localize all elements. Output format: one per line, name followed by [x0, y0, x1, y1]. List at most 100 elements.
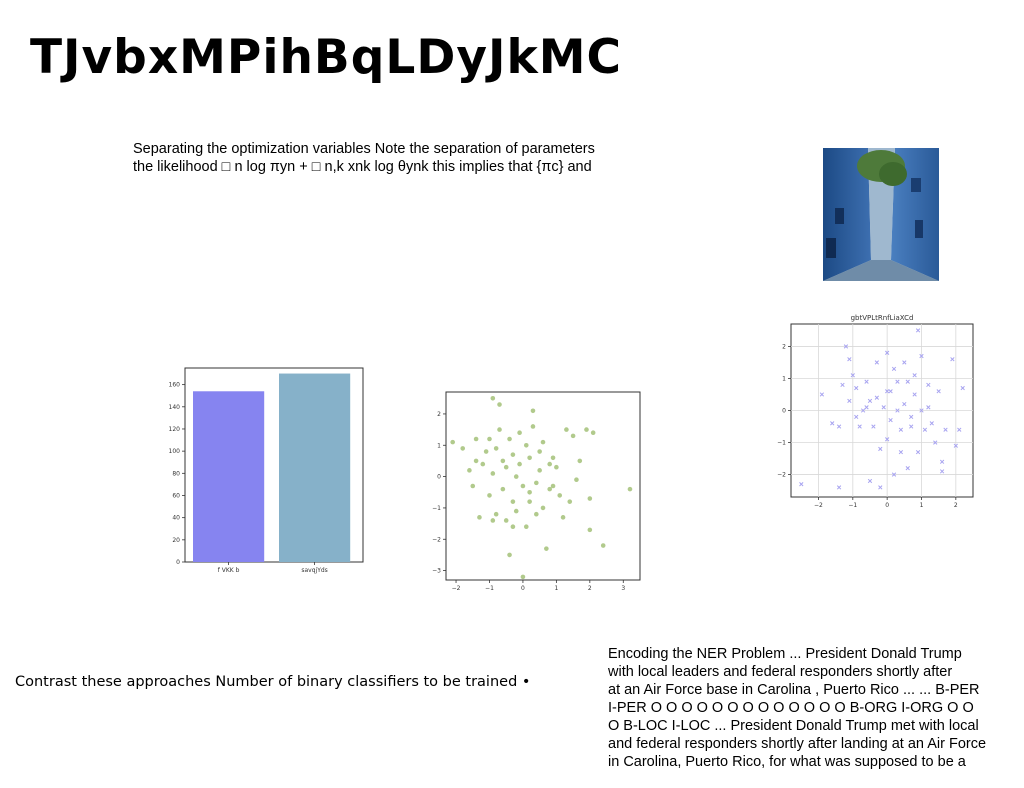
scatter-green-point: [527, 489, 532, 495]
scatter-purple-point: [878, 446, 883, 452]
scatter-chart-purple: gbtVPLtRnfLiaXCd −2 −1 0 1 2 −2 −1 0 1 2: [777, 314, 974, 509]
scatter-purple-point: [850, 373, 855, 378]
scatter-purple-point: [836, 485, 842, 490]
scatter-green-y-tick-label: −3: [432, 568, 441, 575]
scatter-purple-point: [874, 360, 880, 365]
top-paragraph: Separating the optimization variables No…: [133, 140, 653, 176]
scatter-purple-point: [902, 360, 907, 365]
scatter-purple-y-tick-label: −1: [777, 440, 786, 447]
bar-y-tick-label: 160: [169, 382, 181, 389]
scatter-green-point: [507, 552, 512, 558]
scatter-purple-y-tick-label: 0: [782, 408, 786, 415]
scatter-purple-point: [895, 379, 900, 384]
scatter-green-point: [460, 446, 466, 451]
scatter-purple-point: [926, 382, 931, 388]
scatter-purple-point: [922, 427, 928, 432]
ner-paragraph-line: with local leaders and federal responder…: [608, 664, 953, 680]
scatter-purple-point: [909, 424, 914, 429]
bar-y-tick-label: 140: [169, 404, 181, 411]
bar-y-tick-label: 0: [176, 559, 180, 566]
scatter-green-point: [534, 511, 539, 517]
scatter-purple-point: [864, 379, 869, 384]
bar-y-tick-label: 100: [169, 448, 181, 455]
scatter-green-point: [470, 483, 476, 489]
scatter-green-point: [497, 402, 502, 407]
bar-y-tick-label: 20: [172, 537, 180, 544]
scatter-green-point: [500, 486, 506, 492]
bar-y-tick-label: 120: [169, 426, 181, 433]
scatter-green-point: [490, 471, 496, 476]
scatter-green-point: [537, 468, 542, 473]
scatter-green-point: [513, 508, 519, 514]
scatter-purple-point: [884, 389, 890, 394]
scatter-green-y-tick-label: 1: [437, 442, 441, 449]
bar-y-tick-label: 60: [172, 492, 180, 499]
ner-paragraph: Encoding the NER Problem ... President D…: [608, 645, 1024, 771]
scatter-green-y-tick-label: −2: [432, 536, 441, 543]
bar-y-tick-label: 80: [172, 470, 180, 477]
scatter-green-point: [490, 395, 496, 401]
scatter-green-x-tick-label: 1: [554, 585, 558, 592]
scatter-green-plot-frame: [445, 391, 641, 581]
scatter-purple-point: [860, 408, 866, 413]
top-paragraph-line: the likelihood □ n log πyn + □ n,k xnk l…: [133, 159, 592, 175]
scatter-green-x-tick-label: 0: [521, 585, 525, 592]
scatter-purple-point: [919, 408, 924, 413]
scatter-purple-point: [878, 485, 883, 490]
scatter-green-point: [547, 461, 552, 467]
scatter-purple-point: [960, 385, 965, 391]
slide-title: TJvbxMPihBqLDyJkMC: [30, 30, 623, 85]
scatter-purple-point: [847, 357, 852, 362]
scatter-green-point: [550, 455, 556, 461]
scatter-green-point: [500, 458, 506, 464]
bar-x-tick-label: savqjYds: [301, 567, 327, 574]
scatter-purple-point: [881, 405, 886, 410]
scatter-green-point: [530, 424, 536, 429]
scatter-green-point: [587, 496, 593, 501]
scatter-purple-point: [926, 405, 931, 410]
scatter-purple-point: [888, 389, 893, 394]
scatter-green-point: [467, 468, 472, 473]
scatter-purple-y-tick-label: −2: [777, 472, 786, 479]
scatter-green-point: [567, 499, 573, 504]
alley-photo: [823, 148, 939, 281]
ner-paragraph-line: I-PER O O O O O O O O O O O O O B-ORG I-…: [608, 700, 974, 716]
scatter-green-point: [510, 499, 516, 504]
scatter-green-point: [527, 499, 532, 504]
scatter-purple-x-tick-label: 0: [885, 502, 889, 509]
scatter-purple-point: [799, 482, 804, 487]
scatter-green-y-tick-label: −1: [432, 505, 441, 512]
scatter-green-point: [473, 458, 479, 464]
scatter-green-point: [490, 518, 496, 523]
scatter-purple-point: [898, 427, 904, 432]
scatter-purple-point: [891, 472, 897, 477]
ner-paragraph-line: and federal responders shortly after lan…: [608, 736, 987, 752]
scatter-green-point: [537, 449, 542, 454]
scatter-green-point: [530, 408, 536, 414]
scatter-purple-title: gbtVPLtRnfLiaXCd: [851, 314, 914, 322]
scatter-green-x-tick-label: 2: [588, 585, 592, 592]
bar-x-tick-label: f VKK b: [218, 567, 240, 574]
ner-paragraph-line: O B-LOC I-LOC ... President Donald Trump…: [608, 718, 979, 734]
scatter-purple-x-tick-label: 1: [920, 502, 924, 509]
scatter-purple-point: [819, 392, 825, 397]
scatter-purple-point: [915, 449, 921, 455]
scatter-purple-point: [939, 469, 945, 474]
scatter-green-point: [574, 477, 579, 483]
scatter-purple-point: [902, 401, 907, 407]
scatter-purple-point: [830, 421, 835, 426]
scatter-green-point: [517, 461, 522, 467]
scatter-green-point: [570, 433, 576, 439]
contrast-text: Contrast these approaches Number of bina…: [15, 674, 531, 690]
scatter-purple-point: [953, 443, 958, 448]
scatter-purple-point: [857, 424, 862, 429]
scatter-green-point: [493, 511, 499, 517]
scatter-purple-point: [867, 398, 873, 404]
scatter-purple-point: [943, 427, 948, 432]
scatter-green-point: [534, 480, 539, 486]
scatter-green-point: [540, 439, 546, 445]
scatter-purple-point: [905, 466, 910, 471]
scatter-green-point: [587, 527, 593, 533]
ner-paragraph-line: Encoding the NER Problem ... President D…: [608, 646, 962, 662]
scatter-purple-point: [957, 427, 962, 432]
